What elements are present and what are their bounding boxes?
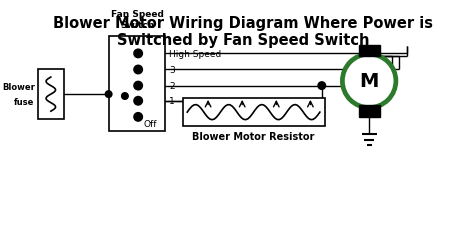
- Circle shape: [134, 82, 142, 91]
- Circle shape: [341, 53, 398, 110]
- Bar: [37, 70, 64, 119]
- Text: High Speed: High Speed: [169, 50, 221, 59]
- Circle shape: [346, 58, 393, 105]
- Circle shape: [318, 82, 326, 90]
- Circle shape: [134, 66, 142, 74]
- Bar: [182, 99, 325, 127]
- Text: Fan Speed
Switch: Fan Speed Switch: [110, 10, 164, 30]
- Text: Blower: Blower: [2, 83, 35, 92]
- Text: Off: Off: [144, 119, 157, 128]
- Text: 2: 2: [169, 82, 175, 91]
- Circle shape: [134, 97, 142, 106]
- Text: Blower Motor Wiring Diagram Where Power is
Switched by Fan Speed Switch: Blower Motor Wiring Diagram Where Power …: [53, 15, 433, 48]
- Text: M: M: [359, 72, 379, 91]
- Text: 1: 1: [169, 97, 175, 106]
- Circle shape: [105, 91, 112, 98]
- Bar: [109, 37, 165, 131]
- Text: Blower Motor Resistor: Blower Motor Resistor: [192, 131, 315, 141]
- Circle shape: [122, 93, 128, 100]
- Bar: [359, 106, 380, 117]
- Circle shape: [134, 113, 142, 122]
- Text: 3: 3: [169, 66, 175, 75]
- Bar: [359, 46, 380, 57]
- Text: fuse: fuse: [14, 98, 35, 107]
- Circle shape: [134, 50, 142, 58]
